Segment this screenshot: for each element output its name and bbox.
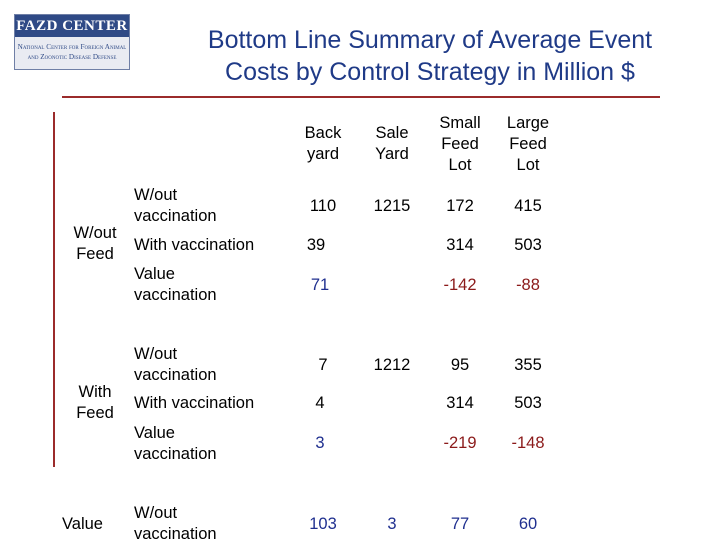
fazd-logo: FAZD CENTER National Center for Foreign …: [14, 14, 130, 70]
row-label-wout-vaccination: W/out vaccination: [134, 503, 217, 545]
logo-subtitle: National Center for Foreign Animal and Z…: [15, 37, 129, 62]
row-label-value-vaccination: Value vaccination: [134, 423, 217, 465]
col-header-line: Yard: [375, 145, 409, 163]
value-cell: 3: [315, 434, 325, 452]
col-header-line: Lot: [516, 156, 540, 174]
value-cell: 415: [514, 197, 542, 215]
value-cell: -148: [511, 434, 545, 452]
value-cell: -88: [516, 276, 540, 294]
row-label-line: vaccination: [134, 366, 217, 384]
value-cell: 3: [387, 515, 397, 533]
value-cell: 1212: [373, 356, 411, 374]
logo-name: FAZD CENTER: [15, 15, 129, 37]
row-label-line: W/out: [134, 504, 178, 522]
row-label-line: W/out: [134, 345, 178, 363]
row-label-with-vaccination: With vaccination: [134, 393, 254, 414]
group-label-line: Feed: [76, 245, 114, 263]
value-cell: 110: [309, 197, 337, 215]
col-header-line: Lot: [448, 156, 472, 174]
row-label-line: W/out: [134, 186, 178, 204]
slide-title: Bottom Line Summary of Average Event Cos…: [150, 24, 710, 88]
value-cell: 355: [514, 356, 542, 374]
col-header-line: Sale: [375, 124, 409, 142]
col-header-line: Large: [506, 114, 550, 132]
value-cell: 39: [306, 236, 326, 254]
group-label-line: Feed: [76, 404, 114, 422]
col-header-line: Small: [439, 114, 481, 132]
row-label-line: vaccination: [134, 207, 217, 225]
title-line2: Costs by Control Strategy in Million $: [225, 58, 635, 86]
logo-subtitle-line2: and Zoonotic Disease Defense: [27, 53, 117, 61]
value-cell: 60: [518, 515, 538, 533]
value-cell: 95: [450, 356, 470, 374]
row-label-value-vaccination: Value vaccination: [134, 264, 217, 306]
title-line1: Bottom Line Summary of Average Event: [207, 26, 653, 54]
value-cell: 1215: [373, 197, 411, 215]
row-label-with-vaccination: With vaccination: [134, 235, 254, 256]
row-label-line: Value: [134, 424, 175, 442]
value-cell: 172: [446, 197, 474, 215]
value-cell: 4: [315, 394, 325, 412]
row-label-line: vaccination: [134, 286, 217, 304]
logo-subtitle-line1: National Center for Foreign Animal: [17, 43, 127, 51]
col-header-sale-yard: Sale Yard: [362, 123, 422, 165]
value-cell: 503: [514, 394, 542, 412]
row-label-line: vaccination: [134, 525, 217, 543]
row-label-line: vaccination: [134, 445, 217, 463]
group-label-with-feed: With Feed: [62, 382, 128, 424]
value-cell: -142: [443, 276, 477, 294]
row-label-wout-vaccination: W/out vaccination: [134, 344, 217, 386]
value-cell: 314: [446, 394, 474, 412]
row-label-wout-vaccination: W/out vaccination: [134, 185, 217, 227]
title-divider: [62, 96, 660, 98]
group-label-line: With: [78, 383, 112, 401]
group-label-line: W/out: [73, 224, 117, 242]
value-cell: 71: [310, 276, 330, 294]
group-label-line: Value: [62, 515, 103, 533]
col-header-line: yard: [306, 145, 340, 163]
col-header-line: Feed: [509, 135, 547, 153]
col-header-small-feed-lot: Small Feed Lot: [428, 113, 492, 176]
left-divider: [53, 112, 55, 467]
group-label-wout-feed: W/out Feed: [62, 223, 128, 265]
row-label-line: With vaccination: [134, 236, 255, 254]
value-cell: 103: [309, 515, 337, 533]
col-header-line: Back: [304, 124, 342, 142]
value-cell: 7: [318, 356, 328, 374]
col-header-backyard: Back yard: [293, 123, 353, 165]
row-label-line: With vaccination: [134, 394, 255, 412]
col-header-large-feed-lot: Large Feed Lot: [496, 113, 560, 176]
group-label-value: Value: [62, 514, 103, 535]
value-cell: 77: [450, 515, 470, 533]
value-cell: 314: [446, 236, 474, 254]
col-header-line: Feed: [441, 135, 479, 153]
value-cell: -219: [443, 434, 477, 452]
value-cell: 503: [514, 236, 542, 254]
row-label-line: Value: [134, 265, 175, 283]
